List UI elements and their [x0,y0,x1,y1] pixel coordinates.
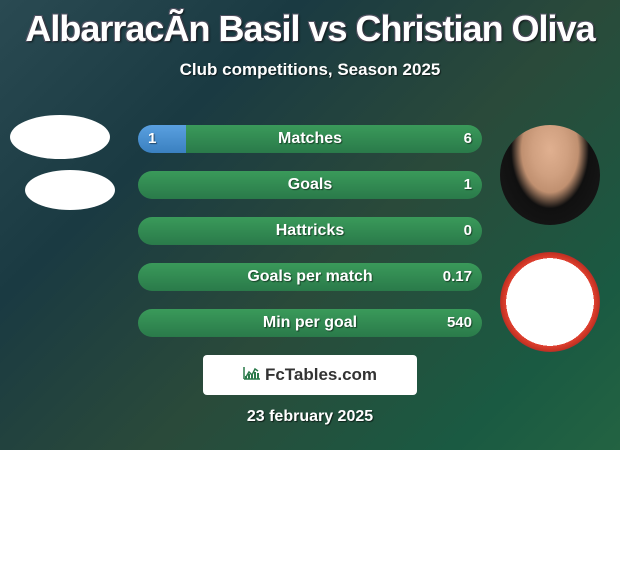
subtitle: Club competitions, Season 2025 [0,60,620,80]
comparison-card: AlbarracÃ­n Basil vs Christian Oliva Clu… [0,0,620,450]
page-title: AlbarracÃ­n Basil vs Christian Oliva [0,8,620,50]
player2-photo [500,125,600,225]
stat-label: Min per goal [138,309,482,337]
player1-photo-placeholder [10,115,110,159]
stat-row-goals-per-match: Goals per match 0.17 [138,263,482,291]
chart-icon [243,366,261,384]
stat-value-right: 0 [464,217,472,245]
stat-label: Goals per match [138,263,482,291]
stat-value-right: 6 [464,125,472,153]
stats-container: 1 Matches 6 Goals 1 Hattricks 0 Goals pe… [138,125,482,355]
player2-club-badge [500,252,600,352]
stat-label: Hattricks [138,217,482,245]
stat-value-right: 0.17 [443,263,472,291]
player1-club-placeholder [25,170,115,210]
source-logo[interactable]: FcTables.com [203,355,417,395]
stat-row-min-per-goal: Min per goal 540 [138,309,482,337]
bottom-whitespace [0,450,620,580]
stat-row-hattricks: Hattricks 0 [138,217,482,245]
stat-value-right: 540 [447,309,472,337]
stat-row-matches: 1 Matches 6 [138,125,482,153]
source-logo-text: FcTables.com [265,365,377,385]
date-label: 23 february 2025 [0,408,620,426]
stat-row-goals: Goals 1 [138,171,482,199]
stat-value-right: 1 [464,171,472,199]
stat-label: Matches [138,125,482,153]
stat-label: Goals [138,171,482,199]
